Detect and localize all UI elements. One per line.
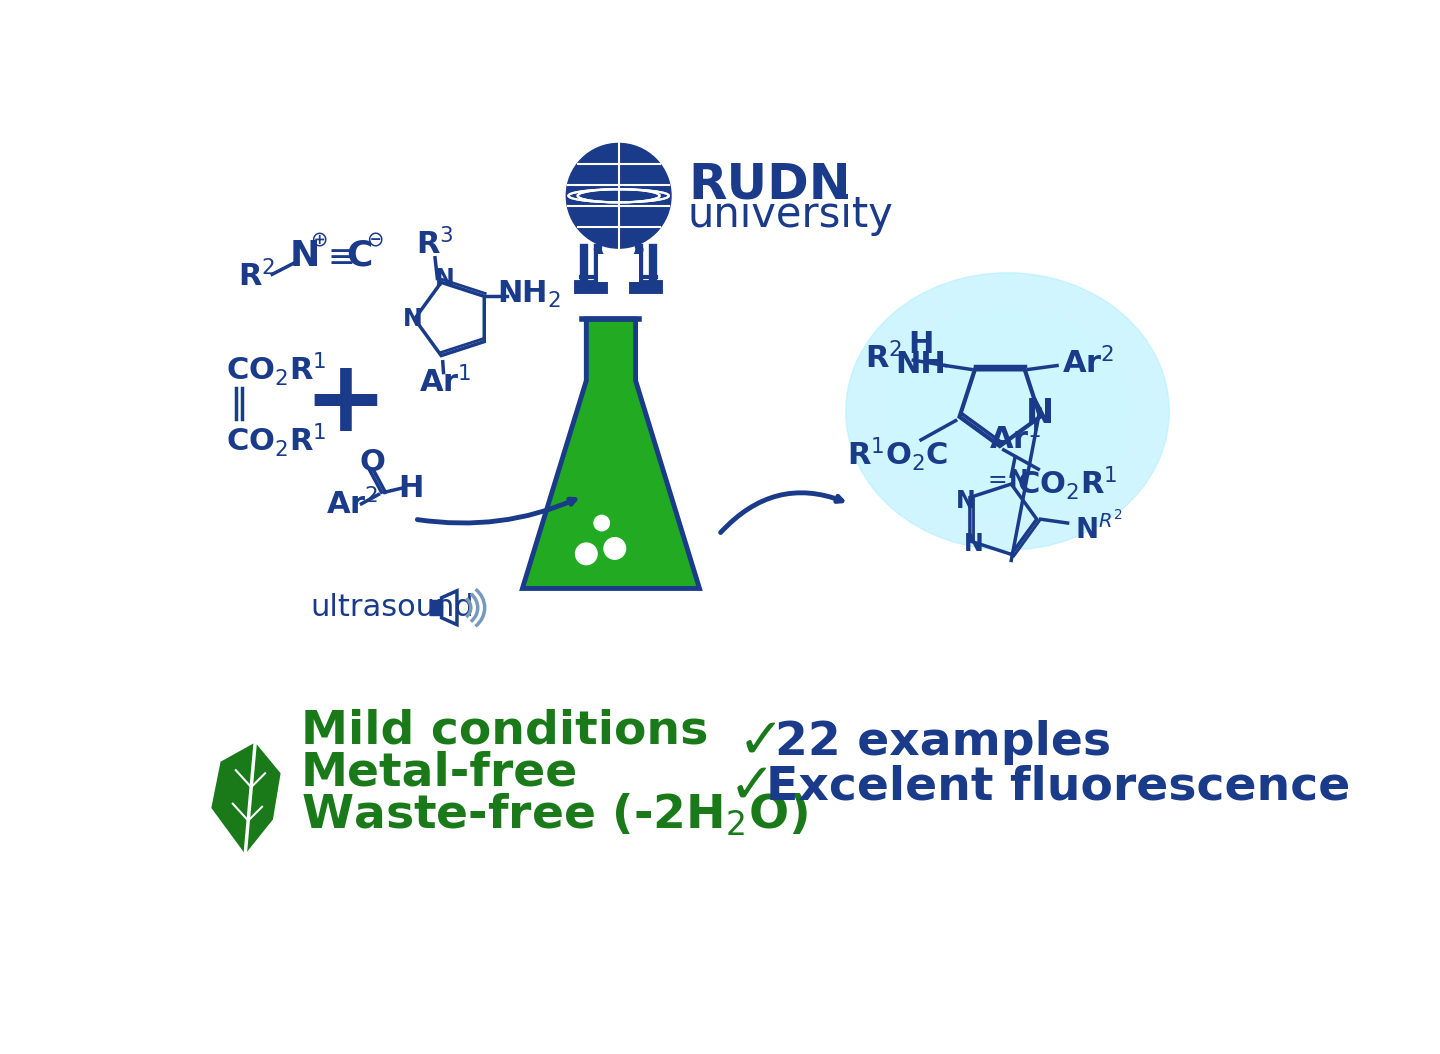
Text: R$^2$: R$^2$ — [238, 260, 275, 293]
Text: NH: NH — [896, 350, 946, 379]
Text: CO$_2$R$^1$: CO$_2$R$^1$ — [226, 422, 327, 460]
Text: Ar$^1$: Ar$^1$ — [989, 423, 1041, 455]
Text: Metal-free: Metal-free — [301, 750, 577, 796]
Text: $\!=\!$N: $\!=\!$N — [986, 468, 1028, 492]
Text: Ar$^2$: Ar$^2$ — [1061, 347, 1115, 379]
Polygon shape — [431, 600, 442, 616]
Text: N: N — [435, 268, 455, 291]
Circle shape — [576, 543, 598, 565]
Text: CO$_2$R$^1$: CO$_2$R$^1$ — [1017, 464, 1117, 502]
Text: Excelent fluorescence: Excelent fluorescence — [766, 764, 1349, 809]
Text: R$^3$: R$^3$ — [416, 228, 454, 260]
Text: Ar$^1$: Ar$^1$ — [419, 367, 471, 398]
Text: N$^{R^2}$: N$^{R^2}$ — [1074, 512, 1122, 545]
Circle shape — [595, 515, 609, 531]
Text: R$^2$: R$^2$ — [865, 343, 903, 375]
Text: $\oplus$: $\oplus$ — [310, 231, 327, 251]
Polygon shape — [598, 254, 639, 282]
Polygon shape — [523, 319, 700, 588]
Ellipse shape — [884, 308, 1130, 515]
Text: Ar$^2$: Ar$^2$ — [325, 488, 379, 520]
Text: $\equiv$: $\equiv$ — [321, 239, 354, 272]
Text: ✓: ✓ — [739, 716, 785, 769]
Text: ✓: ✓ — [729, 760, 775, 814]
Ellipse shape — [845, 273, 1169, 550]
Text: N: N — [403, 307, 423, 331]
Text: N: N — [956, 489, 976, 512]
Circle shape — [603, 538, 625, 560]
Text: H: H — [397, 474, 423, 503]
Text: R$^1$O$_2$C: R$^1$O$_2$C — [847, 435, 949, 472]
Text: Waste-free (-2H$_2$O): Waste-free (-2H$_2$O) — [301, 793, 808, 839]
Text: RUDN: RUDN — [688, 160, 851, 209]
Text: +: + — [304, 355, 387, 452]
Text: H: H — [909, 330, 933, 359]
Text: Mild conditions: Mild conditions — [301, 708, 708, 754]
Text: university: university — [688, 194, 894, 236]
Text: CO$_2$R$^1$: CO$_2$R$^1$ — [226, 350, 327, 388]
Text: N: N — [1027, 397, 1054, 430]
Text: 22 examples: 22 examples — [775, 720, 1112, 765]
Polygon shape — [212, 742, 281, 854]
Text: C: C — [346, 239, 373, 273]
Text: N: N — [963, 532, 984, 555]
Text: O: O — [360, 448, 384, 477]
Text: NH$_2$: NH$_2$ — [497, 279, 562, 310]
Circle shape — [566, 143, 671, 248]
Text: ultrasound: ultrasound — [311, 593, 474, 622]
Text: N: N — [289, 239, 321, 273]
Text: $\ominus$: $\ominus$ — [366, 231, 383, 251]
